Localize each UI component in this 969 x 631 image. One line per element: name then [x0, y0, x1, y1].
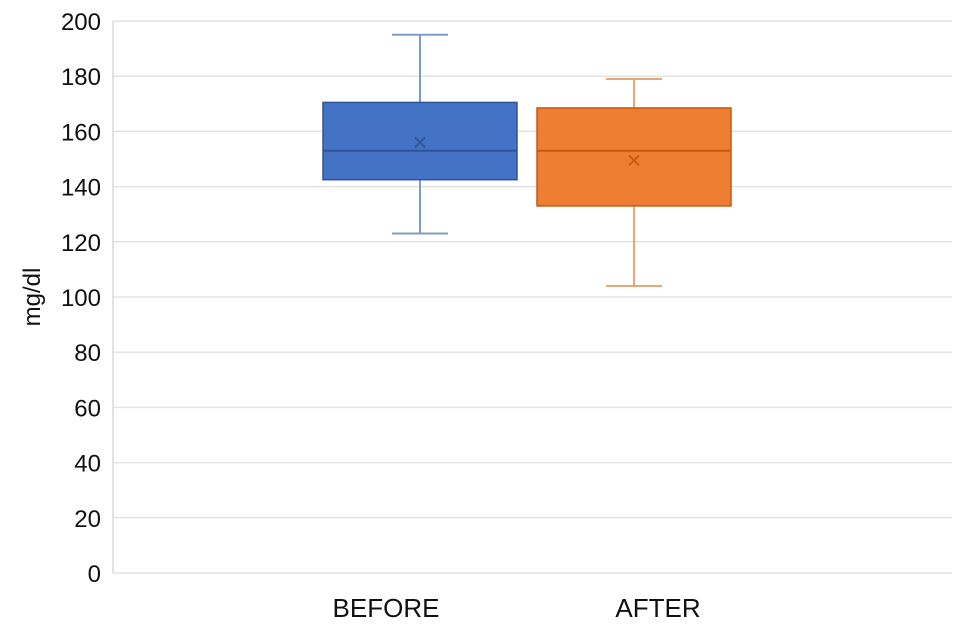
box-after	[537, 79, 731, 286]
y-tick-label: 40	[74, 451, 101, 478]
x-axis: BEFORE AFTER	[333, 593, 701, 623]
y-tick-label: 60	[74, 395, 101, 422]
box-body	[537, 108, 731, 206]
y-tick-label: 100	[61, 285, 101, 312]
box-body	[323, 102, 517, 179]
box-before	[323, 35, 517, 234]
y-axis-title: mg/dl	[19, 268, 46, 327]
gridlines	[113, 21, 952, 573]
y-tick-label: 200	[61, 9, 101, 36]
y-tick-label: 120	[61, 230, 101, 257]
y-tick-label: 20	[74, 506, 101, 533]
x-category-label: BEFORE	[333, 593, 440, 623]
y-tick-label: 140	[61, 175, 101, 202]
y-tick-label: 0	[88, 561, 101, 588]
y-tick-label: 180	[61, 64, 101, 91]
x-category-label: AFTER	[615, 593, 700, 623]
y-tick-label: 80	[74, 340, 101, 367]
y-axis: 0 20 40 60 80 100 120 140 160 180 200	[61, 9, 113, 588]
box-series	[323, 35, 731, 286]
y-tick-label: 160	[61, 119, 101, 146]
